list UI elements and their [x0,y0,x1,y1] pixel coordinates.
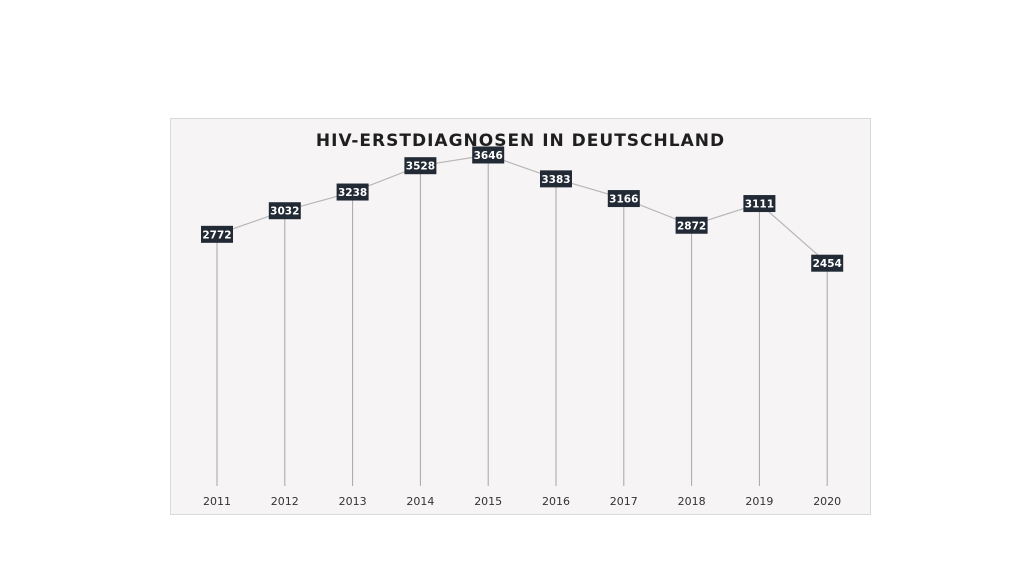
data-label-box [336,183,369,201]
data-label-value: 2872 [677,220,706,232]
data-label-box [472,146,505,164]
data-label-box [404,157,437,175]
data-label-value: 2454 [813,258,842,270]
x-tick-label-2014: 2014 [406,495,434,508]
data-label-2014: 3528 [404,157,437,175]
x-axis-ticks: 2011 2012 2013 2014 2015 2016 2017 2018 2019 2020 [203,495,841,508]
data-label-value: 3646 [474,150,503,162]
data-label-value: 3238 [338,187,367,199]
x-tick-label-2012: 2012 [271,495,299,508]
chart-panel: HIV-ERSTDIAGNOSEN IN DEUTSCHLAND 2772 303… [170,118,871,515]
data-label-box [811,254,844,272]
x-tick-label-2020: 2020 [813,495,841,508]
data-label-value: 3383 [541,174,570,186]
data-label-2011: 2772 [201,225,233,243]
data-label-box [201,225,233,243]
data-label-box [743,195,776,213]
line-chart: 2772 3032 3238 3528 3646 3383 3166 2872 3111 2454… [201,146,844,508]
x-tick-label-2017: 2017 [610,495,638,508]
data-label-2020: 2454 [811,254,844,272]
data-label-box [540,170,572,188]
x-tick-label-2011: 2011 [203,495,231,508]
data-label-value: 3032 [270,206,299,218]
data-label-box [675,216,708,234]
data-label-2012: 3032 [268,202,301,220]
data-label-value: 3528 [406,161,435,173]
x-tick-label-2018: 2018 [678,495,706,508]
x-tick-label-2016: 2016 [542,495,570,508]
data-label-2018: 2872 [675,216,708,234]
data-label-box [268,202,301,220]
series-line [216,154,828,264]
x-tick-label-2019: 2019 [745,495,773,508]
chart-title: HIV-ERSTDIAGNOSEN IN DEUTSCHLAND [315,131,726,151]
x-tick-label-2015: 2015 [474,495,502,508]
data-labels: 2772 3032 3238 3528 3646 3383 3166 2872 3111 2454 [201,146,844,272]
x-tick-label-2013: 2013 [339,495,367,508]
data-label-2016: 3383 [540,170,572,188]
data-label-value: 3166 [609,194,638,206]
data-label-value: 2772 [202,229,231,241]
drop-lines [216,154,828,486]
data-label-2019: 3111 [743,195,776,213]
data-label-value: 3111 [745,199,774,211]
data-label-2017: 3166 [607,190,640,208]
series-line-path [216,154,828,264]
data-label-2015: 3646 [472,146,505,164]
data-label-box [607,190,640,208]
data-label-2013: 3238 [336,183,369,201]
